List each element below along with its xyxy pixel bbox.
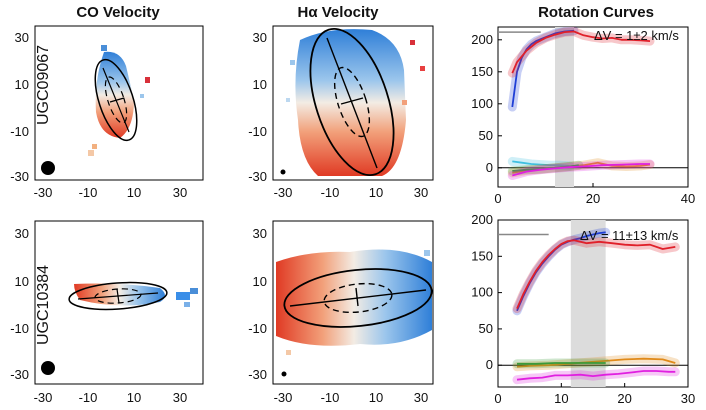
co-map-ticks-bottom: -30 -10 10 30 30 10 -10 -30 (10, 226, 187, 405)
tick-label: 10 (127, 390, 141, 405)
series-line-magenta (516, 370, 676, 381)
title-co-velocity: CO Velocity (76, 4, 160, 21)
rotation-curve-ugc10384-labels: 200 150 100 50 0 0 10 20 30 ΔV = 11±13 km/s (471, 212, 695, 406)
tick-label: 10 (127, 185, 141, 200)
tick-label: 30 (414, 185, 428, 200)
series-line-red (511, 30, 651, 74)
y-tick-label: 100 (471, 285, 493, 300)
x-tick-label: 10 (554, 391, 568, 406)
series-line-magenta (512, 163, 650, 177)
tick-label: -30 (34, 390, 53, 405)
tick-label: 30 (15, 30, 29, 45)
y-tick-label: 200 (471, 212, 493, 227)
tick-label: -10 (79, 390, 98, 405)
ha-velocity-map-ugc10384 (276, 249, 433, 377)
y-tick-label: 150 (471, 64, 493, 79)
ha-velocity-map-ugc09067 (280, 27, 425, 177)
y-tick-label: 0 (486, 160, 493, 175)
x-tick-label: 0 (494, 191, 501, 206)
tick-label: 30 (253, 30, 267, 45)
shaded-region (555, 27, 574, 187)
tick-label: -10 (10, 124, 29, 139)
tick-label: -10 (321, 185, 340, 200)
ha-map-frame-bottom (272, 220, 434, 385)
tick-label: -30 (274, 185, 293, 200)
co-velocity-map-ugc09067 (41, 45, 150, 175)
tick-label: 30 (173, 390, 187, 405)
y-tick-label: 100 (471, 96, 493, 111)
tick-label: -30 (274, 390, 293, 405)
series-line-red (516, 239, 676, 309)
tick-label: 10 (369, 390, 383, 405)
rotation-curve-ugc09067 (498, 27, 688, 187)
series-line-cyan (512, 160, 570, 167)
y-tick-label: 200 (471, 32, 493, 47)
tick-label: 30 (15, 226, 29, 241)
series-line-blue (511, 29, 575, 108)
tick-label: 30 (253, 226, 267, 241)
co-map-frame-top (34, 25, 204, 181)
co-map-ticks-top: -30 -10 10 30 30 10 -10 -30 (10, 30, 187, 200)
y-tick-label: 0 (486, 357, 493, 372)
x-tick-label: 0 (494, 391, 501, 406)
title-halpha-velocity: Hα Velocity (298, 4, 380, 21)
title-rotation-curves: Rotation Curves (538, 4, 654, 21)
co-map-frame-bottom (34, 220, 204, 385)
tick-label: 30 (414, 390, 428, 405)
tick-label: -10 (321, 390, 340, 405)
rotation-curve-ugc10384 (498, 220, 688, 387)
ha-map-frame-top (272, 25, 434, 181)
tick-label: -10 (248, 124, 267, 139)
tick-label: 10 (15, 77, 29, 92)
tick-label: -30 (10, 169, 29, 184)
series-line-green (517, 362, 606, 365)
y-tick-label: 50 (479, 321, 493, 336)
tick-label: -10 (79, 185, 98, 200)
tick-label: 10 (253, 274, 267, 289)
delta-v-annotation: ΔV = 11±13 km/s (580, 228, 679, 243)
tick-label: 10 (253, 77, 267, 92)
ha-map-ticks-bottom: -30 -10 10 30 30 10 -10 -30 (248, 226, 428, 405)
tick-label: -10 (248, 321, 267, 336)
shaded-region (570, 220, 606, 387)
tick-label: -30 (248, 367, 267, 382)
tick-label: 30 (173, 185, 187, 200)
series-line-orange (516, 357, 676, 368)
delta-v-annotation: ΔV = 1±2 km/s (594, 28, 679, 43)
ha-map-ticks-top: -30 -10 10 30 30 10 -10 -30 (248, 30, 428, 200)
tick-label: -10 (10, 321, 29, 336)
y-tick-label: 50 (479, 128, 493, 143)
tick-label: -30 (248, 169, 267, 184)
tick-label: 10 (369, 185, 383, 200)
x-tick-label: 30 (681, 391, 695, 406)
galaxy-label-ugc10384: UGC10384 (35, 265, 52, 345)
galaxy-label-ugc09067: UGC09067 (35, 45, 52, 125)
tick-label: -30 (34, 185, 53, 200)
rotation-curve-ugc09067-labels: 200 150 100 50 0 0 20 40 ΔV = 1±2 km/s (471, 28, 695, 206)
tick-label: 10 (15, 274, 29, 289)
tick-label: -30 (10, 367, 29, 382)
x-tick-label: 40 (681, 191, 695, 206)
co-velocity-map-ugc10384 (41, 281, 198, 375)
x-tick-label: 20 (617, 391, 631, 406)
x-tick-label: 20 (586, 191, 600, 206)
y-tick-label: 150 (471, 248, 493, 263)
